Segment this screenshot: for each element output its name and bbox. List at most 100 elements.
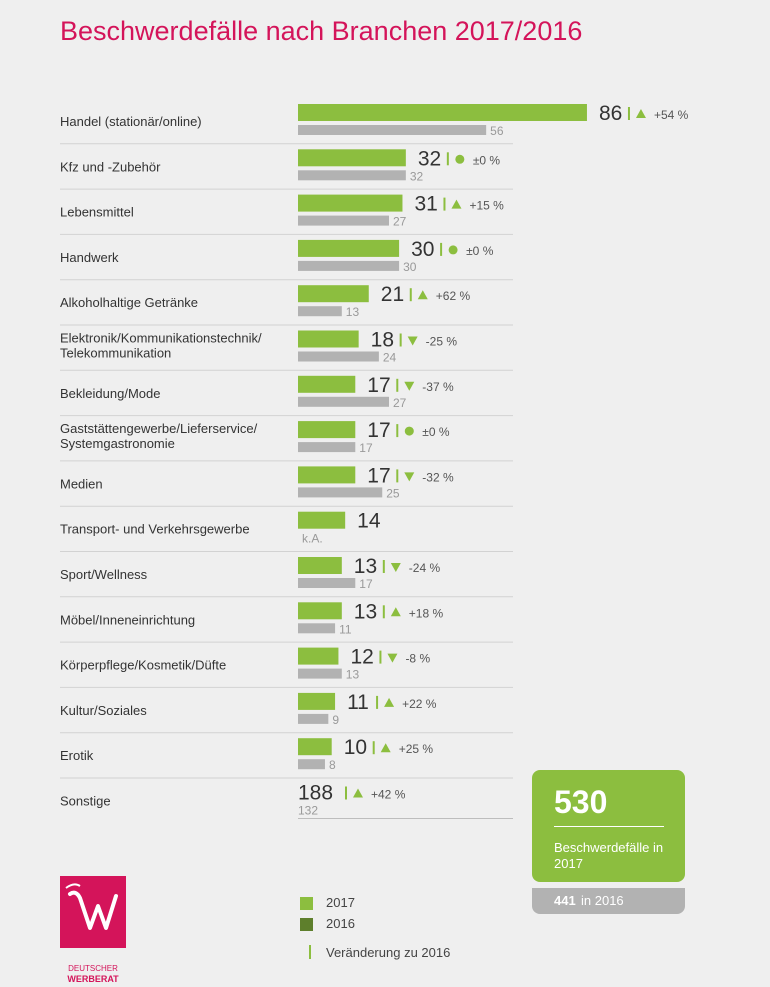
arrow-down-icon <box>407 336 418 346</box>
value-label-2016: 11 <box>339 622 352 636</box>
category-label: Kfz und -Zubehör <box>60 159 161 174</box>
value-label-2016: 25 <box>386 486 400 500</box>
value-label-2017: 188 <box>298 782 333 805</box>
bar-2016 <box>298 759 325 770</box>
legend-label-2016: 2016 <box>326 916 355 931</box>
change-label: +22 % <box>402 697 437 711</box>
value-label-2017: 18 <box>371 329 394 352</box>
change-label: ±0 % <box>473 153 501 167</box>
change-label: +42 % <box>371 788 406 802</box>
value-label-2017: 10 <box>344 736 367 759</box>
category-label: Handwerk <box>60 250 119 265</box>
category-label: Elektronik/Kommunikationstechnik/Telekom… <box>60 331 262 361</box>
change-label: +25 % <box>399 742 434 756</box>
bar-2016 <box>298 170 406 181</box>
change-label: +18 % <box>409 606 444 620</box>
bar-2016 <box>298 623 336 634</box>
logo-line-2: WERBERAT <box>67 974 119 984</box>
value-label-2016: 13 <box>346 668 360 682</box>
value-label-2017: 30 <box>411 238 434 261</box>
value-label-2016: 8 <box>329 758 336 772</box>
value-label-2017: 11 <box>347 691 369 714</box>
category-label: Lebensmittel <box>60 205 134 220</box>
arrow-up-icon <box>384 697 395 707</box>
value-label-2017: 13 <box>354 555 377 578</box>
total-divider <box>554 826 664 827</box>
arrow-down-icon <box>404 381 415 391</box>
category-label: Kultur/Soziales <box>60 703 147 718</box>
value-label-2017: 21 <box>381 283 404 306</box>
category-label: Bekleidung/Mode <box>60 386 160 401</box>
change-label: -37 % <box>422 380 454 394</box>
value-label-2017: 17 <box>367 374 390 397</box>
arrow-up-icon <box>451 199 462 209</box>
bar-2016 <box>298 578 356 588</box>
bar-2016 <box>298 351 379 362</box>
change-label: +15 % <box>469 199 504 213</box>
change-label: -32 % <box>422 470 454 484</box>
page-title: Beschwerdefälle nach Branchen 2017/2016 <box>60 16 583 46</box>
bar-2017 <box>298 692 336 710</box>
previous-year-box: 441 in 2016 <box>532 888 685 914</box>
bar-2017 <box>298 557 342 574</box>
bar-2016 <box>298 442 356 453</box>
bar-2017 <box>298 602 342 620</box>
bar-2016 <box>298 306 342 317</box>
bar-2016 <box>298 668 342 679</box>
category-label: Erotik <box>60 748 94 763</box>
logo-emblem <box>60 876 126 948</box>
change-label: -8 % <box>405 652 430 666</box>
value-label-2016: 56 <box>490 124 504 138</box>
bar-2016 <box>298 713 329 724</box>
legend-swatch-2017 <box>300 897 313 910</box>
change-label: ±0 % <box>466 244 494 258</box>
arrow-up-icon <box>417 290 428 300</box>
value-label-2017: 32 <box>418 147 441 170</box>
value-label-2017: 86 <box>599 102 622 125</box>
bar-2017 <box>298 194 403 212</box>
value-label-2017: 13 <box>354 600 377 623</box>
logo-wordmark: DEUTSCHER WERBERAT <box>60 964 126 984</box>
value-label-2016: 30 <box>403 260 417 274</box>
value-label-2017: 17 <box>367 419 390 442</box>
value-label-2016: 9 <box>332 713 339 727</box>
legend-label-2017: 2017 <box>326 895 355 910</box>
category-label: Körperpflege/Kosmetik/Düfte <box>60 658 226 673</box>
arrow-up-icon <box>635 109 646 118</box>
value-label-2016: 32 <box>410 169 424 183</box>
bar-2016 <box>298 396 389 407</box>
category-label: Handel (stationär/online) <box>60 114 202 129</box>
bar-2017 <box>298 330 359 348</box>
value-label-2017: 12 <box>350 646 373 669</box>
no-change-dot-icon <box>448 245 458 255</box>
arrow-down-icon <box>390 563 401 572</box>
bar-2017 <box>298 466 356 484</box>
previous-year-value: 441 <box>554 893 576 908</box>
bar-2017 <box>298 375 356 393</box>
previous-year-label: in 2016 <box>581 893 624 908</box>
value-label-2016: 13 <box>346 305 360 319</box>
werberat-logo: DEUTSCHER WERBERAT <box>60 876 126 984</box>
arrow-down-icon <box>387 653 398 663</box>
no-change-dot-icon <box>404 426 414 436</box>
bar-2017 <box>298 149 406 167</box>
bar-2017 <box>298 647 339 665</box>
change-label: +62 % <box>436 289 471 303</box>
value-label-2017: 17 <box>367 464 390 487</box>
arrow-down-icon <box>404 472 415 482</box>
bar-2017 <box>298 511 346 529</box>
category-label: Sport/Wellness <box>60 567 148 582</box>
bar-2017 <box>298 239 400 257</box>
arrow-up-icon <box>390 607 401 617</box>
value-label-2016: 27 <box>393 396 407 410</box>
change-label: -24 % <box>409 561 441 575</box>
value-label-2016: 17 <box>359 577 373 591</box>
value-label-2017: 14 <box>357 510 381 533</box>
no-change-dot-icon <box>455 154 465 164</box>
category-label: Möbel/Inneneinrichtung <box>60 612 195 627</box>
value-label-2017: 31 <box>414 193 437 216</box>
change-label: +54 % <box>654 108 689 122</box>
category-label: Alkoholhaltige Getränke <box>60 295 198 310</box>
bar-chart: Handel (stationär/online) 86 56 +54 % Kfz un… <box>60 102 689 819</box>
value-label-2016: 27 <box>393 215 407 229</box>
